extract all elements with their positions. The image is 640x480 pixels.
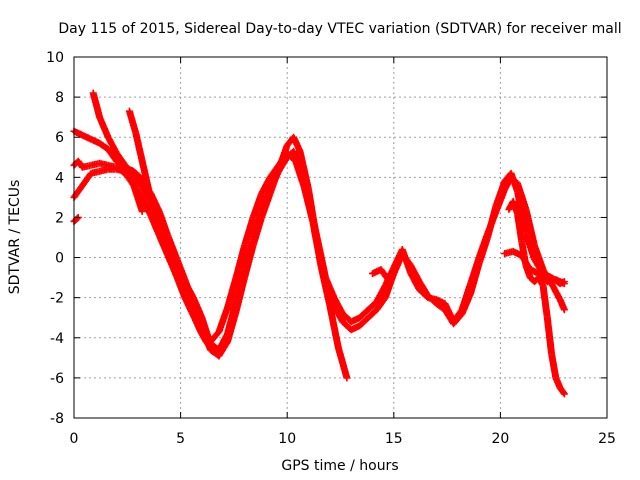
x-axis-label: GPS time / hours <box>281 458 398 474</box>
x-tick-label: 10 <box>278 431 296 447</box>
y-axis-label: SDTVAR / TECUs <box>7 180 23 295</box>
y-tick-label: -8 <box>50 411 64 427</box>
series-trace <box>126 109 222 359</box>
plot-frame <box>73 56 608 419</box>
y-tick-label: 8 <box>55 90 64 106</box>
y-tick-label: 10 <box>46 50 64 66</box>
series-track-7 <box>368 260 402 286</box>
y-tick-label: 4 <box>55 170 64 186</box>
series-track-2 <box>70 127 568 360</box>
series-trace <box>502 248 567 287</box>
y-tick-label: 2 <box>55 210 64 226</box>
series-trace <box>71 214 81 224</box>
chart-title: Day 115 of 2015, Sidereal Day-to-day VTE… <box>58 21 621 37</box>
y-tick-label: -6 <box>50 371 64 387</box>
x-tick-label: 20 <box>491 431 509 447</box>
series-track-4 <box>89 89 146 215</box>
y-tick-label: -2 <box>50 291 64 307</box>
series-trace <box>90 91 146 214</box>
y-tick-label: 6 <box>55 130 64 146</box>
x-tick-label: 5 <box>176 431 185 447</box>
series-trace <box>370 261 401 284</box>
x-tick-label: 25 <box>598 431 616 447</box>
axis-ticks: -8 -6 -4 -2 0 2 4 6 8 10 0 5 10 15 20 25 <box>46 50 616 447</box>
series-track-9 <box>501 248 568 288</box>
y-tick-label: 0 <box>55 251 64 267</box>
series-track-5 <box>125 107 223 360</box>
data-markers <box>70 89 568 398</box>
y-tick-label: -4 <box>50 331 64 347</box>
grid <box>74 57 607 418</box>
x-tick-label: 15 <box>385 431 403 447</box>
x-tick-label: 0 <box>70 431 79 447</box>
